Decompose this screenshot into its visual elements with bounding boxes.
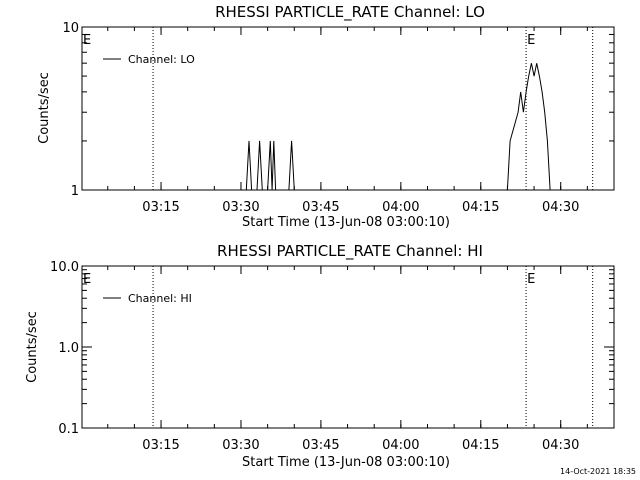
y-tick-label: 0.1: [58, 422, 79, 437]
panel-hi-y-ticks: 0.1 1.0 10.0: [50, 260, 614, 437]
panel-lo-series: [82, 63, 614, 191]
x-tick-label: 03:45: [302, 438, 339, 453]
panel-lo-xlabel: Start Time (13-Jun-08 03:00:10): [242, 215, 450, 230]
panel-hi-ylabel: Counts/sec: [25, 311, 40, 383]
event-marker-label: E: [83, 33, 91, 48]
x-tick-label: 04:15: [462, 438, 499, 453]
x-tick-label: 04:30: [542, 438, 579, 453]
panel-lo-title: RHESSI PARTICLE_RATE Channel: LO: [215, 3, 485, 22]
event-marker-label: E: [527, 33, 535, 48]
event-marker-label: E: [527, 272, 535, 287]
x-tick-label: 04:15: [462, 200, 499, 215]
y-tick-label: 1.0: [58, 341, 79, 356]
panel-lo-ylabel: Counts/sec: [37, 72, 52, 144]
panel-lo-y-ticks: 1 10: [62, 21, 614, 199]
y-tick-label: 10: [62, 21, 79, 36]
panel-lo-plot-frame: [81, 26, 615, 191]
panel-hi-legend-label: Channel: HI: [128, 292, 192, 305]
panel-lo-legend-label: Channel: LO: [128, 53, 195, 66]
x-tick-label: 03:15: [142, 200, 179, 215]
panel-hi: RHESSI PARTICLE_RATE Channel: HI Counts/…: [25, 242, 615, 470]
panel-hi-plot-frame: [81, 265, 615, 429]
panel-hi-title: RHESSI PARTICLE_RATE Channel: HI: [217, 242, 483, 261]
x-tick-label: 04:00: [382, 438, 419, 453]
x-tick-label: 03:30: [222, 200, 259, 215]
x-tick-label: 04:30: [542, 200, 579, 215]
y-tick-label: 10.0: [50, 260, 79, 275]
panel-hi-xlabel: Start Time (13-Jun-08 03:00:10): [242, 455, 450, 470]
panel-hi-x-ticks: 03:15 03:30 03:45 04:00 04:15 04:30: [107, 266, 615, 453]
x-tick-label: 04:00: [382, 200, 419, 215]
event-marker-label: E: [83, 272, 91, 287]
panel-lo-legend: Channel: LO: [103, 53, 195, 66]
panel-lo: RHESSI PARTICLE_RATE Channel: LO Counts/…: [37, 3, 615, 230]
x-tick-label: 03:15: [142, 438, 179, 453]
series-line: [82, 63, 614, 191]
x-tick-label: 03:30: [222, 438, 259, 453]
panel-hi-legend: Channel: HI: [103, 292, 192, 305]
panel-lo-x-ticks: 03:15 03:30 03:45 04:00 04:15 04:30: [107, 27, 615, 215]
y-tick-label: 1: [71, 184, 79, 199]
footer-timestamp: 14-Oct-2021 18:35: [560, 467, 636, 476]
x-tick-label: 03:45: [302, 200, 339, 215]
